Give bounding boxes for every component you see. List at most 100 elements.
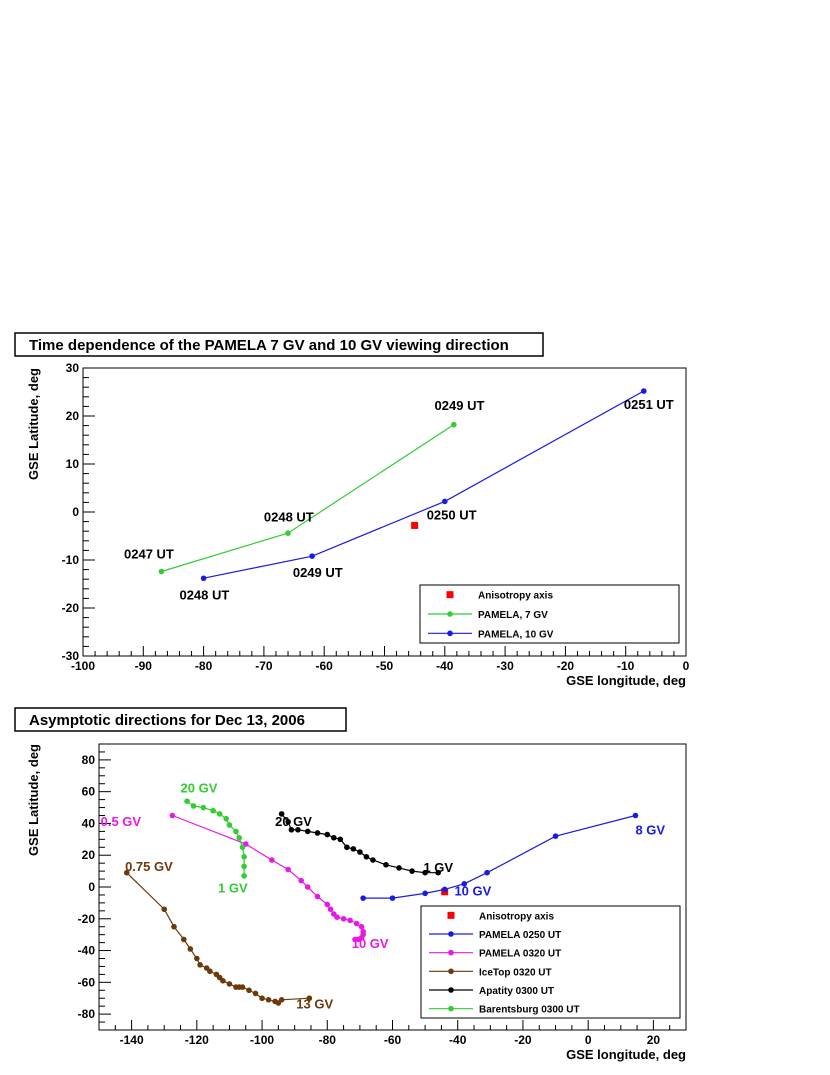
y-tick-label: -20 bbox=[78, 912, 96, 926]
legend-entry-label: PAMELA, 7 GV bbox=[478, 610, 548, 621]
data-point bbox=[409, 868, 415, 874]
series-icetop-0320-ut bbox=[123, 869, 313, 1006]
legend-box bbox=[420, 905, 681, 1019]
data-point bbox=[552, 833, 559, 839]
point-annotation: 1 GV bbox=[423, 860, 453, 875]
y-tick-label: -10 bbox=[62, 553, 80, 567]
series-line bbox=[186, 800, 245, 876]
point-annotation: 0250 UT bbox=[427, 508, 477, 523]
data-point bbox=[194, 955, 200, 962]
data-point bbox=[158, 568, 165, 575]
data-point bbox=[226, 822, 233, 828]
legend-marker-square bbox=[447, 911, 455, 919]
legend-entry-label: PAMELA, 10 GV bbox=[478, 629, 554, 640]
data-point bbox=[350, 846, 357, 852]
series-pamela-7-gv bbox=[158, 421, 457, 575]
x-tick-label: -120 bbox=[185, 1033, 209, 1047]
y-tick-label: 20 bbox=[82, 848, 96, 862]
x-axis-label: GSE longitude, deg bbox=[566, 673, 686, 688]
y-tick-label: -60 bbox=[78, 975, 96, 989]
data-point bbox=[347, 917, 353, 924]
data-point bbox=[309, 553, 315, 559]
point-annotation: 0249 UT bbox=[435, 398, 485, 413]
data-point bbox=[123, 869, 130, 876]
x-tick-label: -100 bbox=[71, 659, 95, 673]
point-annotation: 10 GV bbox=[454, 884, 491, 899]
y-tick-label: 60 bbox=[82, 785, 96, 799]
data-point bbox=[314, 893, 321, 900]
y-tick-label: 0 bbox=[72, 505, 79, 519]
y-tick-label: 30 bbox=[66, 361, 80, 375]
series-barentsburg-0300-ut bbox=[184, 798, 247, 879]
point-annotation: 0247 UT bbox=[124, 547, 174, 562]
data-point bbox=[285, 866, 291, 873]
data-point bbox=[484, 869, 490, 876]
data-point bbox=[327, 906, 334, 913]
data-point bbox=[241, 873, 247, 879]
point-annotation: 0251 UT bbox=[624, 397, 674, 412]
legend-marker-dot bbox=[448, 949, 454, 956]
x-tick-label: -40 bbox=[436, 659, 454, 673]
data-point bbox=[451, 421, 457, 428]
legend-entry-label: Barentsburg 0300 UT bbox=[479, 1005, 580, 1016]
y-axis-label: GSE Latitude, deg bbox=[26, 368, 41, 480]
point-annotation: 0.75 GV bbox=[125, 859, 173, 874]
y-tick-label: 0 bbox=[88, 880, 95, 894]
legend-entry-label: Anisotropy axis bbox=[478, 591, 553, 602]
legend-entry-label: IceTop 0320 UT bbox=[479, 967, 552, 978]
x-tick-label: -60 bbox=[316, 659, 334, 673]
x-tick-label: -60 bbox=[384, 1033, 402, 1047]
series-anisotropy-axis bbox=[411, 521, 419, 529]
data-point bbox=[370, 857, 376, 863]
x-tick-label: 0 bbox=[585, 1033, 592, 1047]
x-tick-label: -80 bbox=[319, 1033, 337, 1047]
data-point bbox=[298, 877, 304, 884]
data-point bbox=[200, 804, 207, 811]
data-point bbox=[442, 498, 448, 505]
x-axis-label: GSE longitude, deg bbox=[566, 1047, 686, 1062]
data-point bbox=[278, 811, 285, 817]
point-annotation: 20 GV bbox=[181, 780, 218, 795]
data-point bbox=[187, 946, 194, 952]
legend-entry-label: Anisotropy axis bbox=[479, 911, 554, 922]
viewing-direction-chart: Time dependence of the PAMELA 7 GV and 1… bbox=[14, 332, 690, 688]
data-point bbox=[324, 831, 331, 838]
data-point bbox=[389, 895, 396, 901]
point-annotation: 0.5 GV bbox=[101, 814, 142, 829]
data-point bbox=[640, 388, 647, 394]
x-tick-label: -40 bbox=[449, 1033, 467, 1047]
data-point bbox=[269, 857, 275, 863]
series-pamela-0320-ut bbox=[169, 812, 366, 943]
data-point bbox=[216, 811, 223, 817]
data-point bbox=[190, 803, 197, 809]
data-point bbox=[422, 890, 428, 897]
x-tick-label: -90 bbox=[135, 659, 153, 673]
data-point bbox=[161, 906, 168, 913]
point-annotation: 10 GV bbox=[352, 936, 389, 951]
data-point bbox=[241, 854, 247, 860]
data-point bbox=[169, 812, 176, 819]
y-tick-label: 40 bbox=[82, 816, 96, 830]
data-point bbox=[632, 812, 639, 819]
legend-marker-dot bbox=[448, 968, 454, 975]
data-point bbox=[207, 968, 213, 975]
data-point bbox=[331, 834, 337, 841]
data-point bbox=[239, 984, 246, 990]
data-point bbox=[360, 895, 366, 901]
data-point bbox=[252, 990, 259, 997]
data-point bbox=[184, 798, 190, 804]
x-tick-label: -20 bbox=[557, 659, 575, 673]
data-point bbox=[358, 923, 365, 930]
series-apatity-0300-ut bbox=[278, 811, 441, 876]
y-tick-label: 20 bbox=[66, 409, 80, 423]
data-point bbox=[236, 834, 243, 841]
y-tick-label: -20 bbox=[62, 601, 80, 615]
anisotropy-axis-marker bbox=[411, 521, 419, 529]
point-annotation: 13 GV bbox=[296, 997, 333, 1012]
data-point bbox=[226, 981, 233, 987]
y-tick-label: 10 bbox=[66, 457, 80, 471]
legend-entry-label: Apatity 0300 UT bbox=[479, 986, 554, 997]
data-point bbox=[306, 995, 313, 1002]
legend-marker-dot bbox=[447, 630, 453, 637]
x-tick-label: -20 bbox=[514, 1033, 532, 1047]
